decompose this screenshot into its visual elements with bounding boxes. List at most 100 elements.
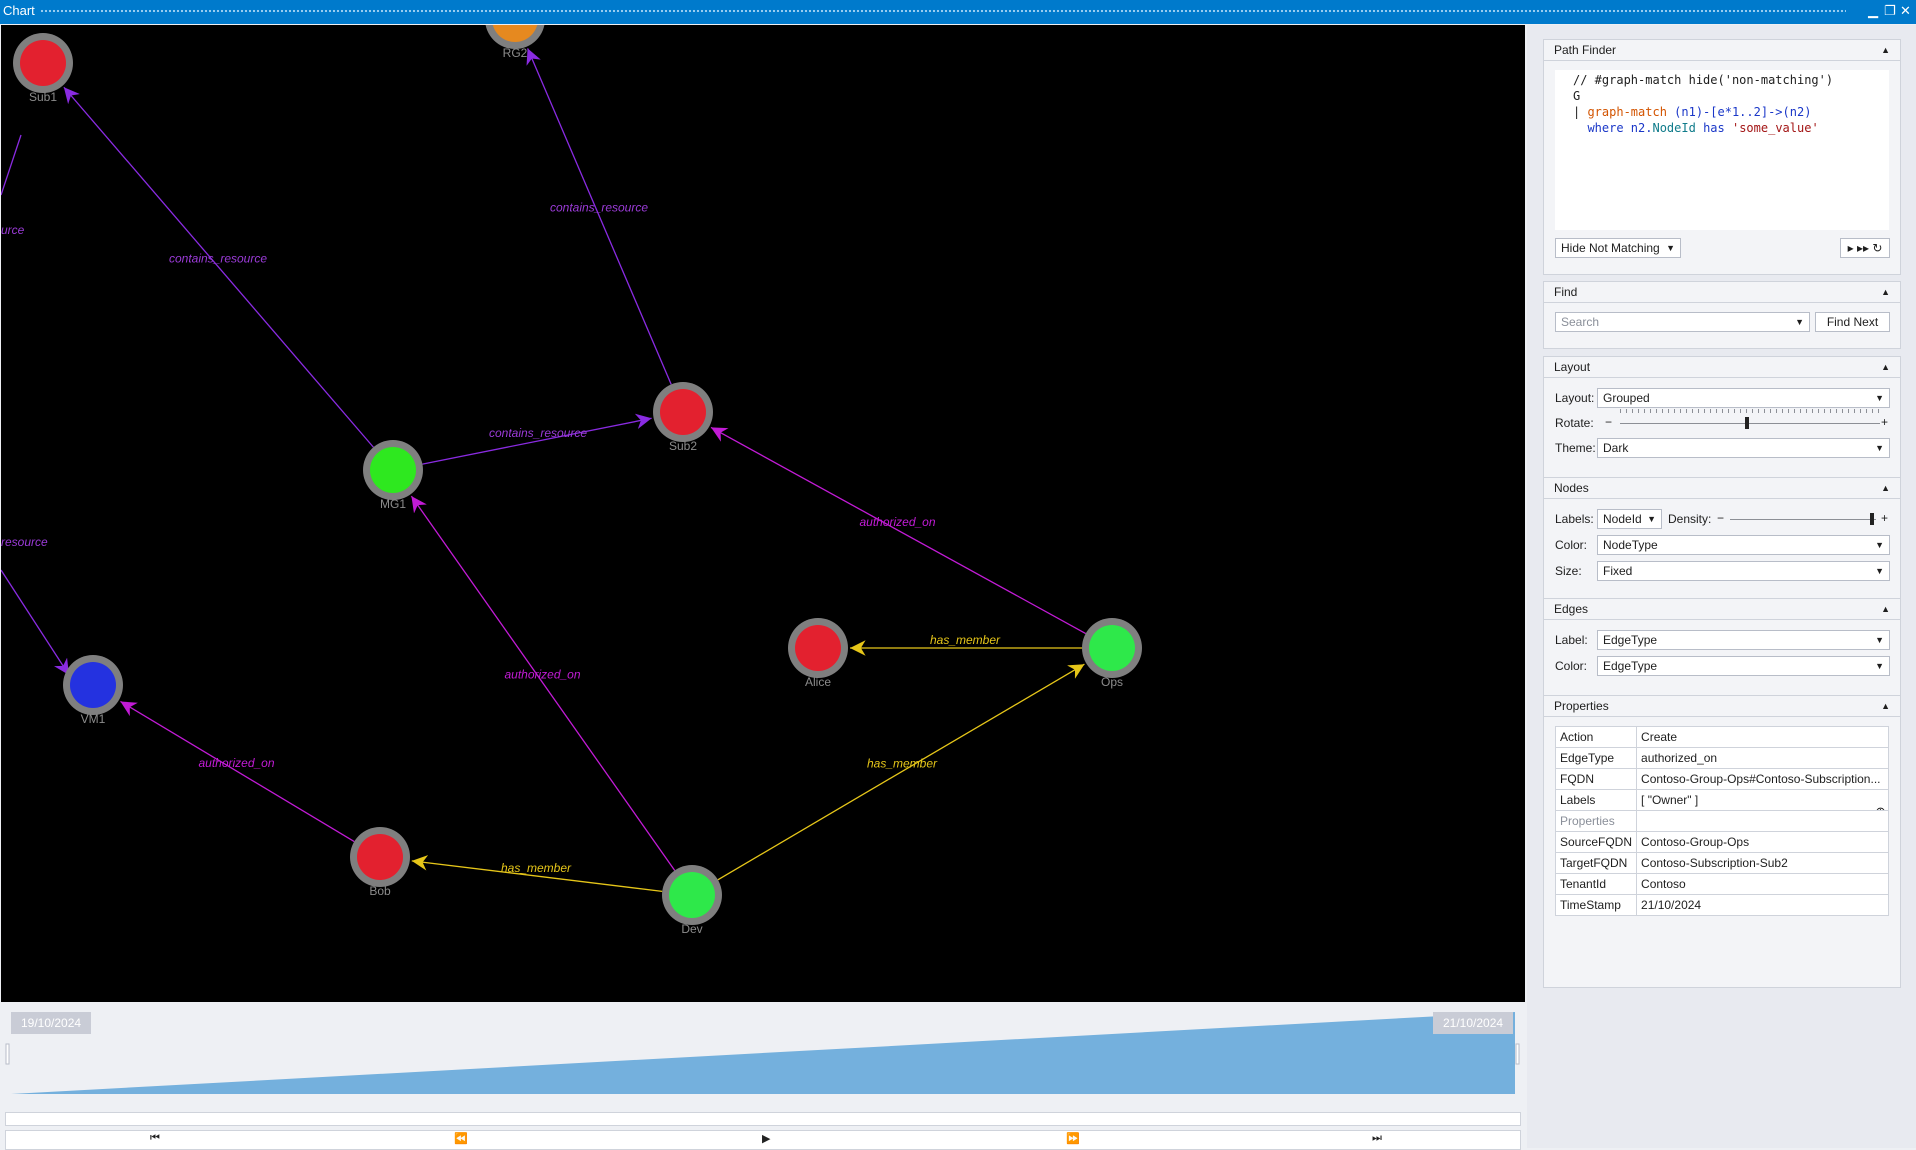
graph-node[interactable]: MG1: [363, 440, 423, 511]
graph-node[interactable]: Sub2: [653, 382, 713, 453]
search-input[interactable]: Search ▼: [1555, 312, 1810, 332]
chevron-down-icon: ▼: [1875, 540, 1884, 550]
collapse-icon[interactable]: ▲: [1881, 701, 1890, 711]
edge-label: has_member: [867, 757, 938, 771]
graph-edge[interactable]: [422, 413, 652, 465]
find-next-button[interactable]: Find Next: [1815, 312, 1890, 332]
property-key: SourceFQDN: [1554, 831, 1638, 853]
close-icon[interactable]: ✕: [1900, 3, 1911, 18]
graph-node[interactable]: VM1: [63, 655, 123, 726]
graph-node[interactable]: Sub1: [13, 33, 73, 104]
density-slider-thumb[interactable]: [1870, 513, 1874, 525]
window-titlebar: Chart ▁ ❐ ✕: [0, 0, 1916, 24]
graph-svg[interactable]: contains_resourcecontains_resourcecontai…: [1, 25, 1525, 1002]
path-finder-header[interactable]: Path Finder ▲: [1544, 40, 1900, 61]
table-row[interactable]: Labels[ "Owner" ] ⊕: [1554, 789, 1889, 811]
previous-frame-button[interactable]: ⏪: [454, 1133, 468, 1145]
node-fill[interactable]: [370, 447, 416, 493]
layout-dropdown[interactable]: Grouped ▼: [1597, 388, 1890, 408]
graph-canvas[interactable]: contains_resource contains_resource contai…: [1, 25, 1525, 1002]
node-color-dropdown[interactable]: NodeType ▼: [1597, 535, 1890, 555]
next-frame-button[interactable]: ⏩: [1066, 1133, 1080, 1145]
titlebar-grip[interactable]: [40, 9, 1846, 14]
layout-section: Layout ▲ Layout: Grouped ▼ Rotate: − + Th…: [1543, 356, 1901, 493]
graph-edge[interactable]: [411, 855, 663, 893]
node-fill[interactable]: [669, 872, 715, 918]
layout-header[interactable]: Layout ▲: [1544, 357, 1900, 378]
table-row[interactable]: EdgeType authorized_on: [1554, 747, 1889, 769]
last-frame-button[interactable]: ⏭: [1372, 1132, 1382, 1144]
nodes-header[interactable]: Nodes ▲: [1544, 478, 1900, 499]
property-value: 21/10/2024: [1636, 894, 1889, 916]
table-row[interactable]: SourceFQDN Contoso-Group-Ops: [1554, 831, 1889, 853]
collapse-icon[interactable]: ▲: [1881, 45, 1890, 55]
rotate-minus-button[interactable]: −: [1605, 415, 1613, 429]
density-minus-button[interactable]: −: [1717, 511, 1725, 525]
graph-edge[interactable]: [710, 426, 1087, 635]
rotate-plus-button[interactable]: +: [1881, 415, 1889, 429]
labels-dropdown[interactable]: NodeId ▼: [1597, 509, 1662, 529]
density-slider[interactable]: [1730, 519, 1876, 520]
property-value: [ "Owner" ] ⊕: [1636, 789, 1889, 811]
table-row[interactable]: TargetFQDN Contoso-Subscription-Sub2: [1554, 852, 1889, 874]
graph-edge[interactable]: [120, 700, 355, 843]
timeline-scrollbar[interactable]: [5, 1112, 1521, 1126]
node-label: Sub2: [669, 439, 697, 453]
code-line: G: [1573, 89, 1581, 103]
expand-icon[interactable]: ⊕: [1875, 804, 1886, 810]
property-value: Contoso-Group-Ops#Contoso-Subscription..…: [1636, 768, 1889, 790]
node-fill[interactable]: [20, 40, 66, 86]
timeline-left-handle[interactable]: [5, 1043, 10, 1065]
layout-label: Layout:: [1555, 391, 1595, 405]
table-row[interactable]: FQDN Contoso-Group-Ops#Contoso-Subscripti…: [1554, 768, 1889, 790]
edge-color-dropdown[interactable]: EdgeType ▼: [1597, 656, 1890, 676]
graph-node[interactable]: Alice: [788, 618, 848, 689]
find-header[interactable]: Find ▲: [1544, 282, 1900, 303]
graph-node[interactable]: Ops: [1082, 618, 1142, 689]
refresh-icon[interactable]: ↻: [1872, 241, 1883, 255]
property-value: authorized_on: [1636, 747, 1889, 769]
collapse-icon[interactable]: ▲: [1881, 604, 1890, 614]
timeline-histogram[interactable]: [1, 1008, 1525, 1108]
timeline[interactable]: 19/10/2024 21/10/2024 ⏮ ⏪ ▶ ⏩ ⏭: [1, 1008, 1525, 1150]
table-row[interactable]: Action Create: [1554, 726, 1889, 748]
node-fill[interactable]: [660, 389, 706, 435]
table-row[interactable]: TimeStamp 21/10/2024: [1554, 894, 1889, 916]
run-all-icon[interactable]: ▸▸: [1856, 241, 1869, 255]
graph-edge[interactable]: [410, 495, 676, 871]
run-icon[interactable]: ▸: [1847, 241, 1854, 255]
graph-edge[interactable]: [1, 134, 22, 196]
graph-edge[interactable]: [63, 86, 374, 448]
play-button[interactable]: ▶: [762, 1133, 771, 1145]
rotate-slider[interactable]: [1620, 423, 1880, 424]
graph-node[interactable]: Bob: [350, 827, 410, 898]
graph-node[interactable]: Dev: [662, 865, 722, 936]
properties-header[interactable]: Properties ▲: [1544, 696, 1900, 717]
theme-dropdown[interactable]: Dark ▼: [1597, 438, 1890, 458]
graph-edge[interactable]: [526, 48, 672, 385]
node-fill[interactable]: [795, 625, 841, 671]
query-editor[interactable]: // #graph-match hide('non-matching') G | g…: [1555, 70, 1889, 230]
collapse-icon[interactable]: ▲: [1881, 362, 1890, 372]
node-fill[interactable]: [492, 25, 538, 42]
graph-edge[interactable]: [1, 569, 70, 676]
rotate-slider-thumb[interactable]: [1745, 417, 1749, 429]
edge-label-dropdown[interactable]: EdgeType ▼: [1597, 630, 1890, 650]
graph-edge[interactable]: [717, 663, 1085, 881]
node-fill[interactable]: [1089, 625, 1135, 671]
edges-header[interactable]: Edges ▲: [1544, 599, 1900, 620]
node-fill[interactable]: [70, 662, 116, 708]
table-row[interactable]: TenantId Contoso: [1554, 873, 1889, 895]
minimize-icon[interactable]: ▁: [1868, 3, 1878, 18]
property-key: Labels: [1554, 789, 1638, 811]
restore-icon[interactable]: ❐: [1884, 3, 1896, 18]
graph-node[interactable]: RG2: [485, 25, 545, 60]
first-frame-button[interactable]: ⏮: [150, 1132, 160, 1144]
match-mode-dropdown[interactable]: Hide Not Matching ▼: [1555, 238, 1681, 258]
node-fill[interactable]: [357, 834, 403, 880]
collapse-icon[interactable]: ▲: [1881, 287, 1890, 297]
density-plus-button[interactable]: +: [1881, 511, 1889, 525]
size-dropdown[interactable]: Fixed ▼: [1597, 561, 1890, 581]
collapse-icon[interactable]: ▲: [1881, 483, 1890, 493]
timeline-right-handle[interactable]: [1515, 1043, 1520, 1065]
